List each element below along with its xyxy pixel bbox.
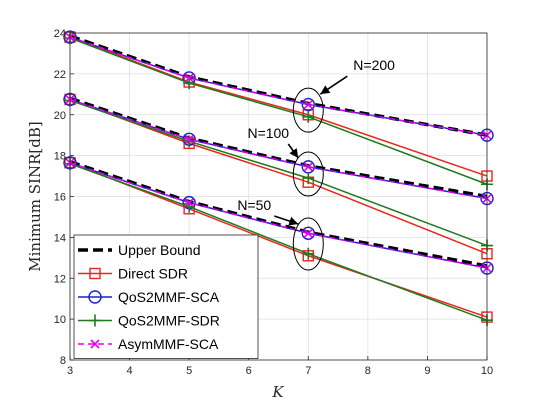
legend-label: QoS2MMF-SDR: [118, 313, 220, 329]
legend-entry: Direct SDR: [78, 266, 188, 282]
x-tick-label: 9: [424, 365, 430, 377]
x-axis-label: K: [271, 383, 284, 401]
annotation-label: N=200: [353, 57, 395, 73]
x-tick-label: 7: [305, 365, 311, 377]
series-layer: [63, 30, 494, 327]
annotation-ellipse: [292, 151, 324, 197]
y-tick-label: 16: [54, 192, 66, 204]
series-line: [69, 162, 488, 269]
legend-entry: QoS2MMF-SDR: [78, 313, 220, 329]
data-point: [184, 198, 194, 208]
data-point: [184, 134, 194, 144]
annotation-label: N=50: [237, 197, 271, 213]
legend-label: AsymMMF-SCA: [118, 336, 219, 352]
series-line: [69, 96, 488, 199]
annotation-arrowhead: [288, 216, 299, 226]
annotation-ellipse: [292, 87, 324, 133]
y-tick-label: 24: [54, 28, 66, 40]
data-point: [302, 110, 315, 123]
series-qos2mmf-sdr: [64, 32, 493, 327]
y-axis-label: Minimum SINR[dB]: [26, 121, 44, 271]
annotation-arrowhead: [289, 148, 299, 159]
y-tick-label: 10: [54, 314, 66, 326]
series-line: [69, 160, 488, 268]
legend-label: QoS2MMF-SCA: [118, 289, 220, 305]
data-point: [301, 226, 315, 240]
data-point: [303, 162, 313, 172]
legend-label: Direct SDR: [118, 266, 188, 282]
legend-marker: [90, 339, 100, 349]
series-line: [69, 36, 488, 177]
series-line: [69, 98, 488, 200]
data-point: [301, 97, 315, 112]
legend: Upper Bound Direct SDR QoS2MMF-SCA QoS2MMF-…: [73, 234, 259, 359]
legend-marker: [89, 267, 101, 280]
annotation-label: N=100: [247, 125, 289, 141]
y-tick-label: 14: [54, 232, 66, 244]
x-tick-label: 10: [481, 365, 493, 377]
y-tick-label: 12: [54, 273, 66, 285]
data-point: [183, 135, 196, 148]
y-tick-label: 20: [54, 110, 66, 122]
ticks: 3 4 5 6 7 8 9 10 8 10 12 14 16 18 20 22 24: [54, 28, 493, 377]
x-tick-label: 8: [365, 365, 371, 377]
annotation-layer: N=200 N=100 N=50: [237, 57, 395, 271]
x-tick-label: 4: [127, 365, 133, 377]
data-point: [302, 172, 315, 185]
legend-entry: Upper Bound: [78, 242, 201, 258]
y-tick-label: 22: [54, 69, 66, 81]
series-line: [69, 37, 488, 185]
x-tick-label: 3: [67, 365, 73, 377]
series-line: [69, 36, 488, 136]
annotation-arrowhead: [320, 85, 331, 95]
series-line: [69, 99, 488, 247]
data-point: [303, 99, 313, 110]
data-point: [303, 228, 313, 238]
annotation-ellipse: [292, 217, 324, 271]
legend-label: Upper Bound: [118, 242, 201, 258]
legend-entry: AsymMMF-SCA: [78, 336, 219, 352]
y-tick-label: 8: [60, 355, 66, 367]
data-point: [184, 73, 194, 83]
x-tick-label: 6: [246, 365, 252, 377]
series-line: [69, 163, 488, 321]
x-tick-label: 5: [186, 365, 192, 377]
data-point: [302, 247, 315, 260]
y-tick-label: 18: [54, 151, 66, 163]
legend-marker: [88, 290, 102, 304]
legend-marker: [89, 314, 101, 327]
legend-entry: QoS2MMF-SCA: [78, 289, 220, 305]
